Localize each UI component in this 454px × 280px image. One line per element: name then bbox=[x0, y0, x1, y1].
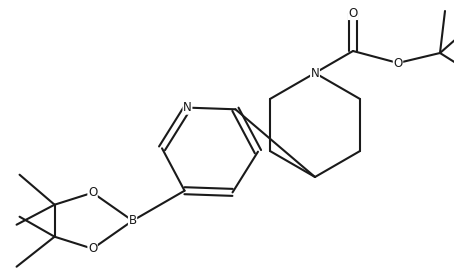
Text: N: N bbox=[311, 67, 319, 80]
Text: B: B bbox=[128, 214, 137, 227]
Text: N: N bbox=[183, 101, 192, 114]
Text: O: O bbox=[88, 186, 97, 199]
Text: O: O bbox=[393, 57, 403, 69]
Text: O: O bbox=[88, 242, 97, 255]
Text: O: O bbox=[348, 6, 358, 20]
